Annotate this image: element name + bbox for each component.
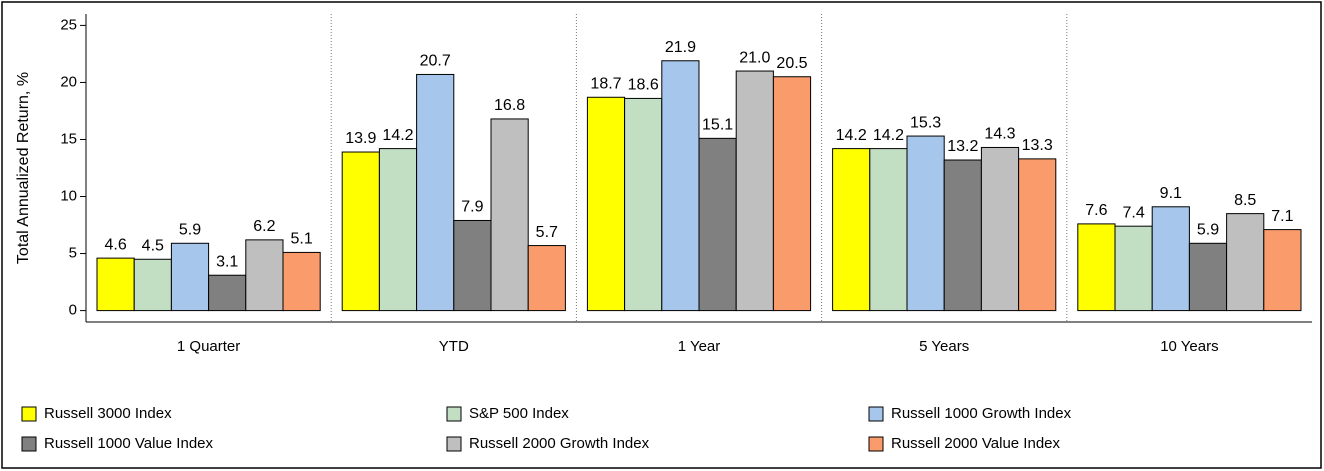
bar	[170, 242, 210, 312]
value-label: 5.9	[179, 222, 201, 239]
bar	[416, 73, 455, 312]
value-label: 7.4	[1122, 204, 1144, 221]
value-label: 14.2	[382, 127, 413, 144]
y-tick-label: 25	[60, 16, 77, 33]
value-label: 13.2	[947, 138, 978, 155]
value-label: 21.0	[739, 49, 770, 66]
value-label: 14.2	[873, 127, 904, 144]
legend-label: Russell 1000 Growth Index	[891, 405, 1072, 422]
legend-swatch	[21, 436, 37, 452]
bar	[1018, 158, 1057, 312]
bar	[378, 148, 418, 312]
bar	[133, 258, 172, 312]
bar	[282, 251, 321, 312]
bar	[490, 118, 529, 312]
value-label: 8.5	[1234, 192, 1256, 209]
bar	[772, 76, 812, 312]
value-label: 20.7	[420, 53, 451, 70]
legend-label: Russell 1000 Value Index	[44, 435, 213, 452]
value-label: 4.6	[104, 236, 126, 253]
y-tick-label: 10	[60, 187, 77, 204]
bar	[1263, 229, 1302, 312]
bar	[943, 159, 982, 312]
value-label: 7.6	[1085, 202, 1107, 219]
bar	[980, 146, 1020, 312]
value-label: 20.5	[776, 55, 807, 72]
bar	[1077, 223, 1116, 312]
value-label: 16.8	[494, 97, 525, 114]
value-label: 18.7	[590, 75, 621, 92]
x-tick-label: YTD	[439, 338, 469, 355]
legend-label: Russell 2000 Value Index	[891, 435, 1060, 452]
value-label: 13.9	[345, 130, 376, 147]
bar	[1188, 242, 1228, 312]
bar	[453, 219, 492, 312]
value-label: 7.9	[461, 199, 483, 216]
legend-label: S&P 500 Index	[469, 405, 569, 422]
value-label: 7.1	[1271, 208, 1293, 225]
bar	[1226, 213, 1265, 312]
y-tick-label: 0	[69, 302, 77, 319]
legend-swatch	[21, 406, 37, 422]
value-label: 5.9	[1197, 222, 1219, 239]
y-axis-label: Total Annualized Return, %	[15, 72, 32, 264]
bar	[698, 137, 737, 312]
value-label: 13.3	[1022, 137, 1053, 154]
value-label: 5.7	[536, 224, 558, 241]
legend-swatch	[868, 406, 884, 422]
value-label: 14.2	[836, 127, 867, 144]
value-label: 5.1	[290, 231, 312, 248]
legend-swatch	[446, 436, 462, 452]
legend-label: Russell 3000 Index	[44, 405, 172, 422]
legend-swatch	[868, 436, 884, 452]
value-label: 15.1	[702, 117, 733, 134]
bar	[1114, 225, 1153, 312]
value-label: 14.3	[984, 126, 1015, 143]
bar	[869, 148, 908, 312]
value-label: 9.1	[1160, 185, 1182, 202]
value-label: 15.3	[910, 114, 941, 131]
value-label: 3.1	[216, 253, 238, 270]
bar	[527, 245, 566, 312]
value-label: 6.2	[253, 218, 275, 235]
y-tick-label: 20	[60, 73, 77, 90]
legend-label: Russell 2000 Growth Index	[469, 435, 650, 452]
value-label: 18.6	[628, 77, 659, 94]
bar	[661, 60, 700, 312]
bar	[586, 96, 626, 312]
bar	[735, 70, 774, 312]
x-tick-label: 10 Years	[1160, 338, 1218, 355]
bar	[1151, 206, 1190, 312]
bar	[208, 274, 247, 312]
value-label: 21.9	[665, 39, 696, 56]
bar	[906, 135, 945, 312]
x-tick-label: 1 Year	[678, 338, 721, 355]
x-tick-label: 1 Quarter	[177, 338, 240, 355]
y-tick-label: 15	[60, 130, 77, 147]
y-tick-label: 5	[69, 245, 77, 262]
x-tick-label: 5 Years	[919, 338, 969, 355]
bar	[832, 148, 871, 312]
bar	[96, 257, 135, 312]
bar	[245, 239, 284, 312]
bar	[341, 151, 380, 312]
bar	[624, 97, 663, 312]
legend-swatch	[446, 406, 462, 422]
value-label: 4.5	[142, 237, 164, 254]
